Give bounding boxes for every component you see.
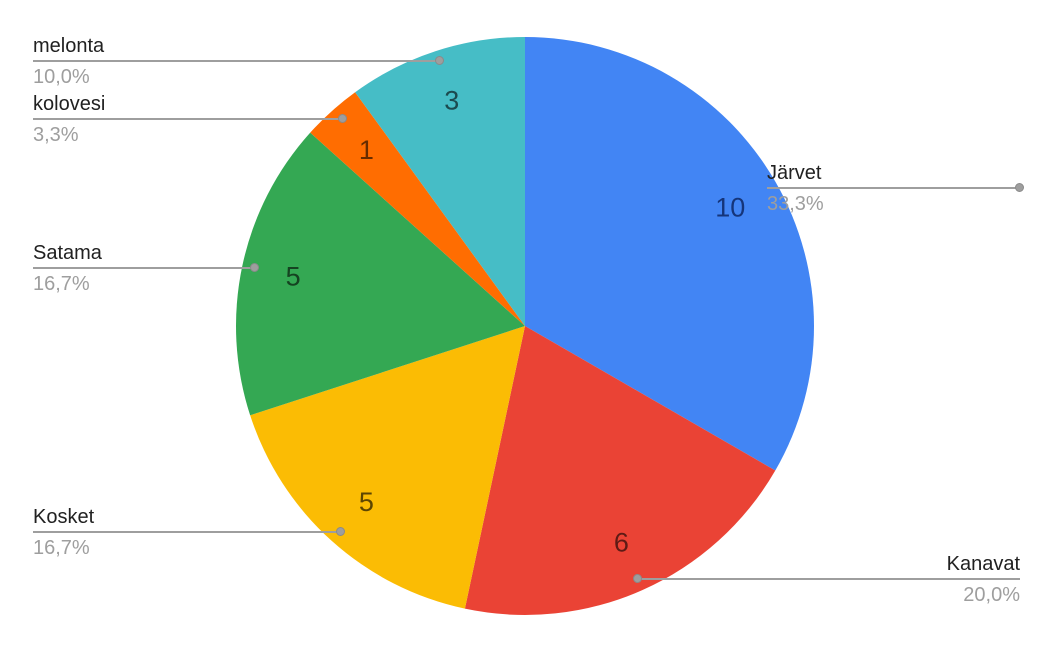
pie-slice-kolovesi[interactable] xyxy=(310,92,525,326)
callout-kosket: Kosket 16,7% xyxy=(33,505,345,560)
callout-kanavat: Kanavat 20,0% xyxy=(633,552,1020,607)
slice-label: kolovesi xyxy=(33,93,106,115)
pie-slice-järvet[interactable] xyxy=(525,37,814,471)
slice-label: Järvet xyxy=(767,162,822,184)
slice-value-satama: 5 xyxy=(286,262,301,292)
leader-dot xyxy=(250,263,259,272)
slice-value-kolovesi: 1 xyxy=(359,135,374,165)
slice-label: Satama xyxy=(33,242,102,264)
slice-value-kosket: 5 xyxy=(359,487,374,517)
slice-label: melonta xyxy=(33,35,105,57)
slice-value-kanavat: 6 xyxy=(614,527,629,557)
slice-percent: 20,0% xyxy=(963,584,1020,606)
leader-line xyxy=(767,183,1024,192)
slice-value-melonta: 3 xyxy=(444,86,459,116)
leader-dot xyxy=(336,527,345,536)
leader-line xyxy=(33,263,259,272)
pie-slice-satama[interactable] xyxy=(235,132,525,416)
callout-kolovesi: kolovesi 3,3% xyxy=(33,92,347,147)
callout-melonta: melonta 10,0% xyxy=(33,34,444,89)
callout-jarvet: Järvet 33,3% xyxy=(767,161,1024,216)
leader-dot xyxy=(633,574,642,583)
leader-dot xyxy=(338,114,347,123)
slice-label: Kosket xyxy=(33,506,95,528)
leader-line xyxy=(33,56,444,65)
slice-label: Kanavat xyxy=(946,553,1020,575)
slice-percent: 10,0% xyxy=(33,66,90,88)
leader-line xyxy=(633,574,1020,583)
pie-slice-kosket[interactable] xyxy=(250,326,526,609)
leader-dot xyxy=(435,56,444,65)
leader-line xyxy=(33,527,345,536)
slice-percent: 16,7% xyxy=(33,273,90,295)
leader-line xyxy=(33,114,347,123)
slice-percent: 16,7% xyxy=(33,537,90,559)
slice-percent: 3,3% xyxy=(33,124,79,146)
leader-dot xyxy=(1015,183,1024,192)
pie-slice-kanavat[interactable] xyxy=(464,326,776,615)
slice-percent: 33,3% xyxy=(767,193,824,215)
pie-slice-melonta[interactable] xyxy=(355,37,525,326)
slice-value-järvet: 10 xyxy=(715,193,745,223)
callout-satama: Satama 16,7% xyxy=(33,241,259,296)
